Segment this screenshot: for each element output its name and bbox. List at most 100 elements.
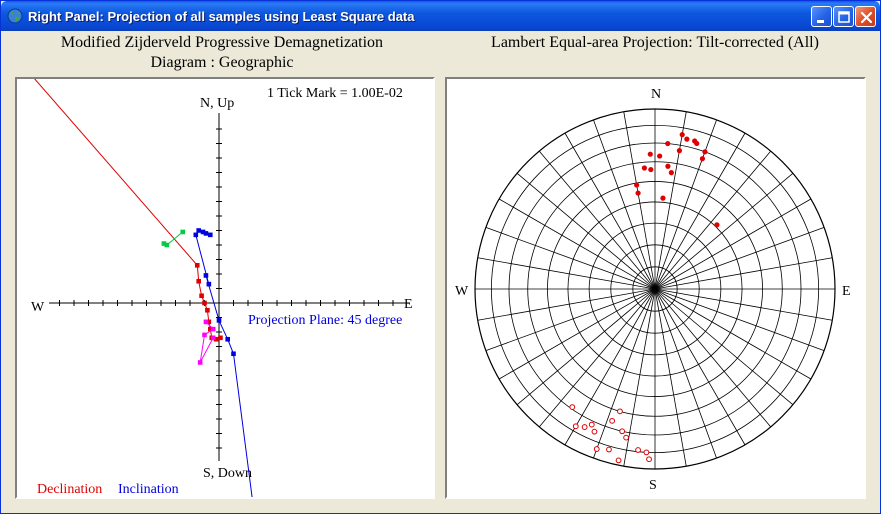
- axis-label-e: E: [404, 297, 413, 312]
- upper-hemisphere-point: [617, 408, 623, 415]
- zijderveld-title: Modified Zijderveld Progressive Demagnet…: [15, 33, 429, 73]
- maximize-button[interactable]: [833, 6, 854, 27]
- lower-hemisphere-point: [665, 163, 671, 169]
- legend-inclination: Inclination: [118, 482, 179, 497]
- lower-hemisphere-point: [702, 149, 708, 155]
- declination-spoke: [498, 288, 656, 380]
- lambert-data: [569, 132, 720, 464]
- upper-hemisphere-point: [588, 421, 595, 428]
- upper-hemisphere-point: [581, 424, 588, 430]
- declination-point: [218, 335, 223, 341]
- lower-hemisphere-point: [665, 140, 671, 147]
- declination-spoke: [564, 288, 656, 446]
- declination-spoke: [654, 119, 717, 290]
- lower-hemisphere-point: [684, 136, 690, 142]
- declination-spoke: [654, 288, 717, 459]
- window-title: Right Panel: Projection of all samples u…: [28, 9, 415, 24]
- declination-point: [196, 278, 201, 284]
- declination-point: [194, 263, 200, 268]
- declination-spoke: [485, 288, 656, 351]
- lower-hemisphere-point: [648, 166, 654, 173]
- declination-spoke: [538, 150, 656, 290]
- declination-spoke: [654, 172, 794, 290]
- inclination-point: [231, 351, 236, 357]
- inclination-point: [225, 336, 230, 342]
- upper-hemisphere-point: [643, 449, 650, 456]
- axis-label-up: N, Up: [200, 96, 234, 111]
- upper-hemisphere-point: [635, 447, 641, 453]
- inclination-point: [203, 273, 209, 278]
- lambert-label-w: W: [455, 284, 469, 299]
- magenta-series-point: [202, 332, 207, 338]
- magenta-series-point: [210, 335, 216, 341]
- lower-hemisphere-point: [647, 151, 653, 157]
- lambert-label-s: S: [649, 478, 657, 493]
- lambert-panel[interactable]: N S E W: [445, 77, 866, 499]
- axis-label-down: S, Down: [203, 466, 252, 481]
- lambert-grid: [474, 108, 836, 470]
- declination-spoke: [654, 288, 825, 351]
- magenta-series-point: [210, 326, 216, 332]
- magenta-series-point: [197, 360, 203, 365]
- lambert-label-e: E: [842, 284, 851, 299]
- upper-hemisphere-point: [623, 434, 630, 441]
- inclination-point: [200, 229, 206, 235]
- minimize-icon: [817, 20, 824, 23]
- green-series-point: [161, 241, 167, 246]
- upper-hemisphere-point: [609, 417, 616, 424]
- inclination-point: [216, 318, 222, 323]
- legend-declination: Declination: [37, 482, 102, 497]
- maximize-icon: [838, 11, 850, 23]
- projection-note: Projection Plane: 45 degree: [248, 313, 402, 328]
- inclination-point: [193, 232, 199, 238]
- declination-spoke: [654, 288, 794, 406]
- declination-point: [206, 319, 212, 325]
- declination-spoke: [564, 132, 656, 290]
- lambert-plot[interactable]: N S E W: [447, 79, 864, 497]
- upper-hemisphere-point: [615, 457, 622, 464]
- close-icon: [860, 11, 873, 24]
- lower-hemisphere-point: [679, 132, 685, 138]
- lower-hemisphere-point: [714, 222, 720, 228]
- declination-spoke: [654, 198, 812, 290]
- lower-hemisphere-point: [657, 153, 663, 159]
- zijderveld-title-line1: Modified Zijderveld Progressive Demagnet…: [60, 34, 384, 51]
- declination-spoke: [654, 132, 746, 290]
- lambert-label-n: N: [651, 87, 661, 102]
- declination-spoke: [477, 288, 656, 321]
- declination-spoke: [623, 288, 656, 467]
- minimize-button[interactable]: [811, 6, 832, 27]
- zijderveld-plot[interactable]: 1 Tick Mark = 1.00E-02 N, Up S, Down W E…: [17, 79, 433, 497]
- declination-spoke: [516, 288, 656, 406]
- upper-hemisphere-point: [593, 446, 600, 452]
- close-button[interactable]: [855, 6, 876, 27]
- declination-spoke: [593, 119, 656, 290]
- green-series-point: [164, 242, 170, 248]
- declination-spoke: [593, 288, 656, 459]
- declination-spoke: [498, 198, 656, 290]
- upper-hemisphere-point: [646, 456, 652, 463]
- inclination-point: [203, 231, 209, 236]
- declination-spoke: [654, 288, 812, 380]
- declination-spoke: [654, 288, 833, 321]
- declination-point: [208, 326, 213, 332]
- declination-spoke: [538, 288, 656, 428]
- lower-hemisphere-point: [660, 195, 666, 201]
- zijderveld-title-line2: Diagram : Geographic: [150, 54, 294, 71]
- upper-hemisphere-point: [569, 404, 576, 411]
- zijderveld-panel[interactable]: 1 Tick Mark = 1.00E-02 N, Up S, Down W E…: [15, 77, 435, 499]
- title-bar[interactable]: Right Panel: Projection of all samples u…: [1, 1, 880, 31]
- lambert-title: Lambert Equal-area Projection: Tilt-corr…: [491, 34, 819, 51]
- lower-hemisphere-point: [641, 165, 648, 171]
- lower-hemisphere-point: [676, 148, 682, 154]
- declination-point: [199, 293, 204, 299]
- declination-spoke: [654, 111, 687, 290]
- declination-spoke: [654, 257, 833, 290]
- lower-hemisphere-point: [634, 182, 640, 188]
- lower-hemisphere-point: [668, 170, 674, 176]
- zijderveld-axes: [49, 113, 409, 461]
- globe-icon: [7, 8, 23, 24]
- zijderveld-data: [34, 79, 253, 497]
- declination-spoke: [654, 227, 825, 290]
